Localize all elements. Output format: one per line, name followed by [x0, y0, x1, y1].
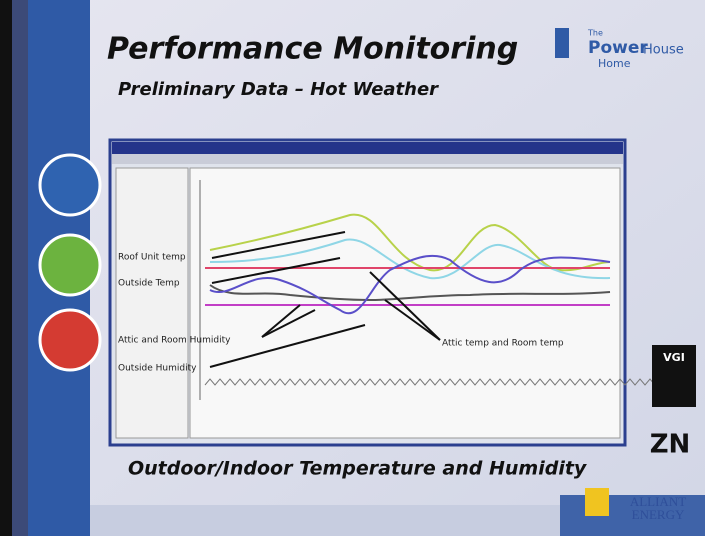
slide: Performance Monitoring Preliminary Data … — [0, 0, 705, 536]
sponsor-icon — [585, 488, 609, 516]
title: Performance Monitoring — [107, 32, 518, 67]
blue-circle — [40, 155, 100, 215]
left-edge — [0, 0, 12, 536]
subtitle: Preliminary Data – Hot Weather — [118, 79, 439, 100]
annotation: Outside Temp — [118, 279, 180, 289]
red-circle — [40, 310, 100, 370]
tree-panel — [116, 168, 188, 438]
caption: Outdoor/Indoor Temperature and Humidity — [128, 458, 588, 480]
annotation: Attic and Room Humidity — [118, 336, 231, 346]
badge: ZN — [650, 430, 691, 460]
annotation: Attic temp and Room temp — [442, 339, 564, 349]
logo-brand2: House — [643, 43, 684, 58]
annotation: Outside Humidity — [118, 364, 197, 374]
logo-brand3: Home — [598, 57, 631, 70]
logo-icon — [555, 28, 569, 58]
bottom-band — [90, 505, 560, 536]
badge: VGI — [663, 351, 685, 364]
annotation: Roof Unit temp — [118, 253, 186, 263]
plot-panel — [190, 168, 620, 438]
green-circle — [40, 235, 100, 295]
logo-brand: Power — [588, 38, 648, 58]
logo-small: The — [587, 29, 603, 38]
window-toolbar — [112, 154, 623, 164]
window-titlebar — [112, 142, 623, 154]
left-stripe — [12, 0, 28, 536]
